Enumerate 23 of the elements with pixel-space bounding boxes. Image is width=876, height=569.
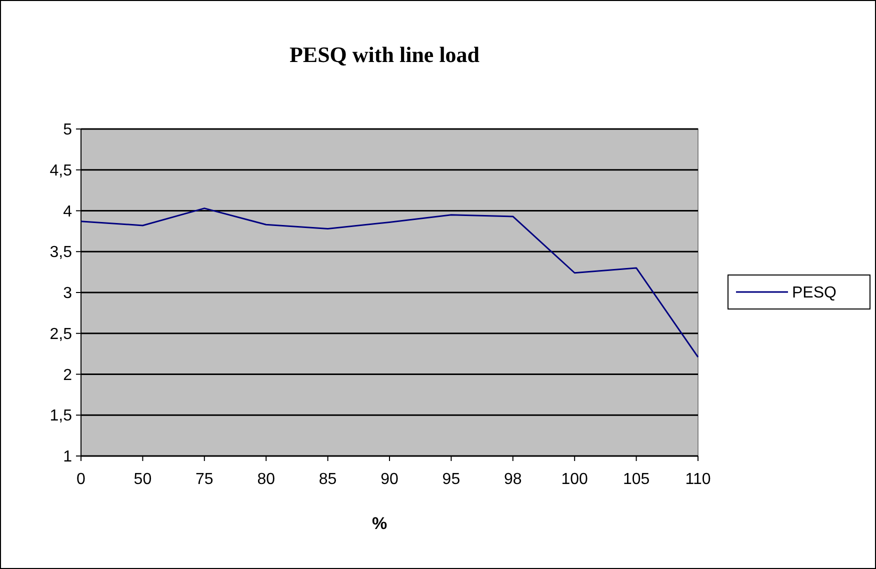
y-tick-label: 2 xyxy=(63,366,72,384)
x-tick-label: 95 xyxy=(442,471,460,488)
y-tick-label: 3,5 xyxy=(50,244,72,262)
x-tick-label: 85 xyxy=(318,471,337,488)
y-tick-label: 4 xyxy=(63,203,72,220)
y-tick-label: 1 xyxy=(63,448,72,466)
x-tick-label: 80 xyxy=(257,471,276,488)
x-tick-label: 50 xyxy=(134,471,152,488)
x-tick-label: 90 xyxy=(380,471,398,488)
x-tick-label: 75 xyxy=(196,471,214,488)
y-tick-label: 5 xyxy=(63,122,72,139)
x-tick-label: 98 xyxy=(504,471,522,488)
x-tick-label: 100 xyxy=(561,471,588,488)
y-tick-label: 1,5 xyxy=(50,408,72,425)
x-axis-title: % xyxy=(372,514,388,533)
legend-label: PESQ xyxy=(792,284,836,302)
chart-title: PESQ with line load xyxy=(289,42,480,67)
x-tick-label: 110 xyxy=(685,471,711,488)
y-tick-label: 3 xyxy=(63,285,72,302)
x-tick-label: 105 xyxy=(622,471,650,488)
x-tick-label: 0 xyxy=(76,471,86,488)
y-tick-label: 4,5 xyxy=(50,162,72,180)
y-tick-label: 2,5 xyxy=(50,326,72,343)
